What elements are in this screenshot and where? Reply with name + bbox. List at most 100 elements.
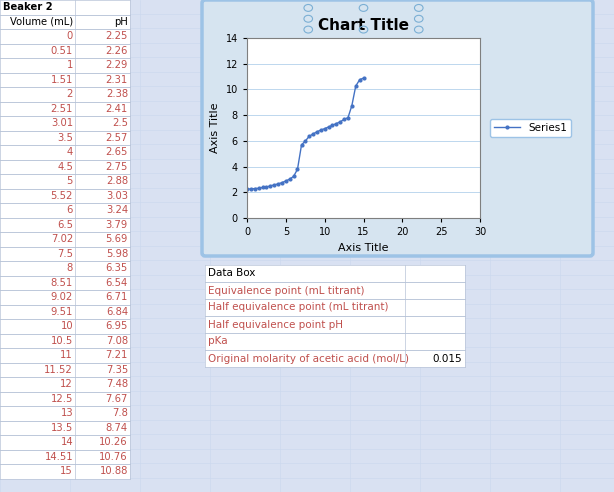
- Series1: [278, 180, 286, 185]
- Text: 12: 12: [60, 379, 73, 389]
- Text: 3.79: 3.79: [106, 220, 128, 230]
- Text: 2.29: 2.29: [106, 60, 128, 70]
- Text: 9.02: 9.02: [51, 292, 73, 302]
- FancyBboxPatch shape: [202, 0, 593, 256]
- Text: 4: 4: [67, 147, 73, 157]
- Text: 12.5: 12.5: [50, 394, 73, 404]
- Bar: [0, 0, 130, 479]
- Line: Series1: Series1: [246, 77, 365, 190]
- Series1: [274, 181, 282, 187]
- Text: 6.71: 6.71: [106, 292, 128, 302]
- Text: 8: 8: [67, 263, 73, 273]
- Legend: Series1: Series1: [490, 119, 572, 137]
- Text: 6: 6: [67, 205, 73, 215]
- Text: pH: pH: [114, 17, 128, 27]
- Text: 2.26: 2.26: [106, 46, 128, 56]
- Text: 7.67: 7.67: [106, 394, 128, 404]
- Series1: [328, 123, 336, 128]
- Text: 7.5: 7.5: [57, 249, 73, 259]
- Text: 14: 14: [60, 437, 73, 447]
- Text: 5.98: 5.98: [106, 249, 128, 259]
- Text: Volume (mL): Volume (mL): [10, 17, 73, 27]
- Text: 7.48: 7.48: [106, 379, 128, 389]
- Text: 1: 1: [67, 60, 73, 70]
- Y-axis label: Axis Title: Axis Title: [210, 103, 220, 153]
- Text: 2: 2: [67, 89, 73, 99]
- Series1: [286, 176, 293, 182]
- Text: 11: 11: [60, 350, 73, 360]
- Series1: [325, 124, 332, 130]
- Text: 2.88: 2.88: [106, 176, 128, 186]
- Text: 2.75: 2.75: [106, 162, 128, 172]
- Text: 7.08: 7.08: [106, 336, 128, 346]
- Series1: [282, 178, 290, 184]
- Text: Equivalence point (mL titrant): Equivalence point (mL titrant): [208, 285, 365, 296]
- Text: 2.31: 2.31: [106, 75, 128, 85]
- Series1: [333, 121, 340, 126]
- Series1: [348, 103, 356, 109]
- Text: 11.52: 11.52: [44, 365, 73, 375]
- Series1: [259, 184, 266, 190]
- Text: 6.54: 6.54: [106, 278, 128, 288]
- Text: pKa: pKa: [208, 337, 228, 346]
- X-axis label: Axis Title: Axis Title: [338, 243, 389, 252]
- Text: 0.015: 0.015: [432, 353, 462, 364]
- Text: 6.35: 6.35: [106, 263, 128, 273]
- Series1: [356, 77, 363, 83]
- Text: 15: 15: [60, 466, 73, 476]
- Text: 7.8: 7.8: [112, 408, 128, 418]
- Text: 2.65: 2.65: [106, 147, 128, 157]
- Text: 10.88: 10.88: [99, 466, 128, 476]
- Series1: [255, 185, 262, 191]
- Text: 6.84: 6.84: [106, 307, 128, 317]
- Text: Half equivalence point pH: Half equivalence point pH: [208, 319, 343, 330]
- Text: 7.35: 7.35: [106, 365, 128, 375]
- Series1: [344, 115, 352, 121]
- Series1: [336, 119, 344, 125]
- Series1: [313, 129, 321, 135]
- Text: 2.25: 2.25: [106, 31, 128, 41]
- Text: 2.51: 2.51: [50, 104, 73, 114]
- Series1: [305, 133, 313, 139]
- Text: 5.69: 5.69: [106, 234, 128, 244]
- Series1: [352, 83, 359, 89]
- Text: 3.24: 3.24: [106, 205, 128, 215]
- Series1: [309, 131, 317, 137]
- Text: 2.57: 2.57: [106, 133, 128, 143]
- Series1: [321, 125, 328, 131]
- Text: 6.95: 6.95: [106, 321, 128, 331]
- Text: 6.5: 6.5: [57, 220, 73, 230]
- Series1: [298, 142, 305, 148]
- Bar: [205, 265, 465, 367]
- Text: Data Box: Data Box: [208, 269, 255, 278]
- Series1: [294, 166, 301, 172]
- Text: 14.51: 14.51: [44, 452, 73, 462]
- Series1: [340, 117, 348, 123]
- Text: 10.76: 10.76: [99, 452, 128, 462]
- Text: 4.5: 4.5: [57, 162, 73, 172]
- Text: 10.5: 10.5: [51, 336, 73, 346]
- Series1: [290, 173, 297, 179]
- Title: Chart Title: Chart Title: [318, 18, 409, 32]
- Text: 10.26: 10.26: [99, 437, 128, 447]
- Text: 0: 0: [67, 31, 73, 41]
- Text: 3.03: 3.03: [106, 191, 128, 201]
- Series1: [360, 75, 367, 81]
- Series1: [247, 186, 255, 192]
- Text: 5.52: 5.52: [50, 191, 73, 201]
- Series1: [271, 182, 278, 188]
- Text: 9.51: 9.51: [50, 307, 73, 317]
- Text: 8.74: 8.74: [106, 423, 128, 433]
- Text: 10: 10: [60, 321, 73, 331]
- Text: Half equivalence point (mL titrant): Half equivalence point (mL titrant): [208, 303, 389, 312]
- Text: 5: 5: [67, 176, 73, 186]
- Text: 1.51: 1.51: [50, 75, 73, 85]
- Text: 3.5: 3.5: [57, 133, 73, 143]
- Text: 2.5: 2.5: [112, 118, 128, 128]
- Text: 2.38: 2.38: [106, 89, 128, 99]
- Text: 2.41: 2.41: [106, 104, 128, 114]
- Series1: [317, 127, 325, 133]
- Text: 3.01: 3.01: [51, 118, 73, 128]
- Series1: [301, 138, 309, 144]
- Text: Original molarity of acetic acid (mol/L): Original molarity of acetic acid (mol/L): [208, 353, 409, 364]
